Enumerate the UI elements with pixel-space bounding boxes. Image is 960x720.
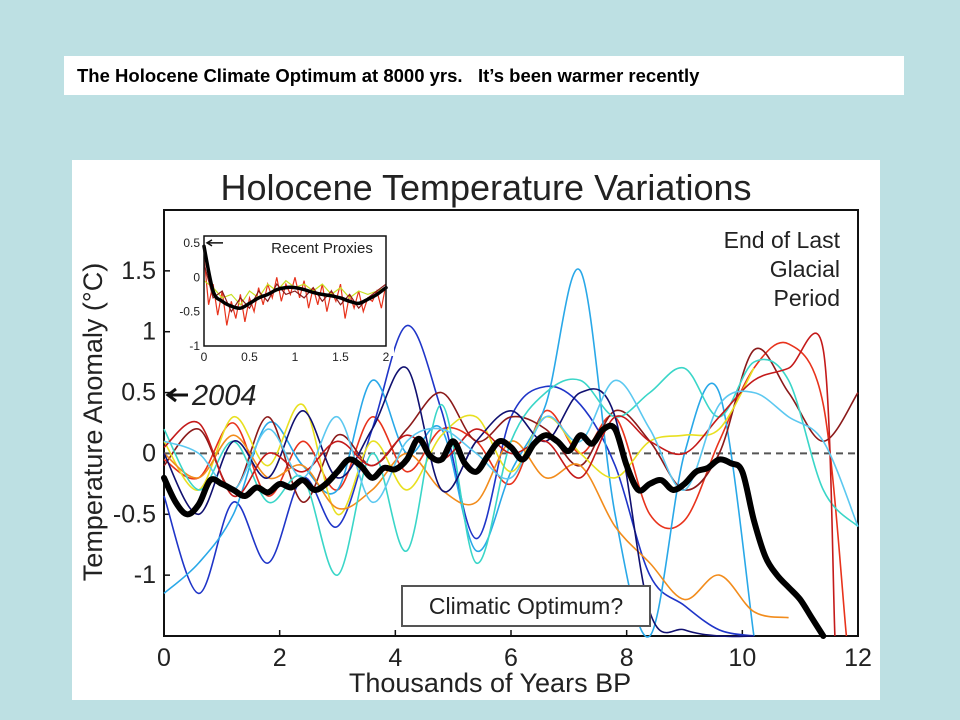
y-axis-ticks: -1 -0.5 0 0.5 1 1.5 [113,257,170,589]
y-tick-label: 1.5 [121,257,156,285]
x-tick-label: 2 [273,644,287,672]
y-tick-label: 0 [142,439,156,467]
inset-x-tick-label: 0 [201,350,208,364]
glacial-annotation: End of Last Glacial Period [724,227,841,311]
inset-x-tick-label: 2 [383,350,390,364]
inset-y-ticks: -1 -0.5 0 0.5 [179,236,200,353]
y-tick-label: 1 [142,318,156,346]
series-line-10 [163,379,859,527]
x-axis-label: Thousands of Years BP [349,668,631,698]
marker-2004-label: 2004 [191,380,257,412]
inset-left-arrow-icon [205,239,223,247]
glacial-line-3: Period [774,285,840,311]
inset-x-ticks: 0 0.5 1 1.5 2 [201,350,390,364]
slide-banner: The Holocene Climate Optimum at 8000 yrs… [64,56,904,95]
x-tick-label: 4 [388,644,402,672]
inset-y-tick-label: -0.5 [179,305,200,319]
holocene-chart: Holocene Temperature Variations 0 2 4 6 8 10 1… [78,167,872,698]
x-tick-label: 6 [504,644,518,672]
mean-layer [161,422,827,639]
inset-chart: 0 0.5 1 1.5 2 -1 -0.5 0 0.5 Recent Proxies [178,232,394,364]
inset-y-tick-label: 0.5 [183,236,200,250]
y-tick-label: -1 [134,561,156,589]
series-line-7 [163,358,859,576]
inset-y-tick-label: 0 [193,270,200,284]
inset-x-tick-label: 1.5 [332,350,349,364]
series-line-3 [163,268,755,638]
x-tick-label: 12 [844,644,872,672]
left-arrow-icon [165,387,188,403]
optimum-label: Climatic Optimum? [429,593,623,619]
inset-y-tick-label: -1 [189,339,200,353]
inset-mean-line [202,244,388,311]
y-tick-label: 0.5 [121,379,156,407]
y-tick-label: -0.5 [113,500,156,528]
inset-x-tick-label: 0.5 [241,350,258,364]
y-axis-label: Temperature Anomaly (°C) [78,263,108,581]
x-axis-ticks: 0 2 4 6 8 10 12 [157,630,872,672]
inset-mean-layer [202,244,388,311]
series-line-2 [163,324,755,637]
glacial-line-2: Glacial [770,256,840,282]
inset-x-tick-label: 1 [292,350,299,364]
inset-title: Recent Proxies [271,240,373,257]
figure-panel: Holocene Temperature Variations 0 2 4 6 8 10 1… [72,160,880,700]
mean-series-line [161,422,827,639]
marker-2004: 2004 [165,380,257,412]
series-line-4 [163,347,859,503]
x-tick-label: 8 [620,644,634,672]
x-tick-label: 10 [728,644,756,672]
glacial-line-1: End of Last [724,227,841,253]
chart-title: Holocene Temperature Variations [221,167,752,208]
x-tick-label: 0 [157,644,171,672]
inset-frame [203,235,387,347]
optimum-annotation: Climatic Optimum? [401,585,651,627]
optimum-box [401,585,651,627]
